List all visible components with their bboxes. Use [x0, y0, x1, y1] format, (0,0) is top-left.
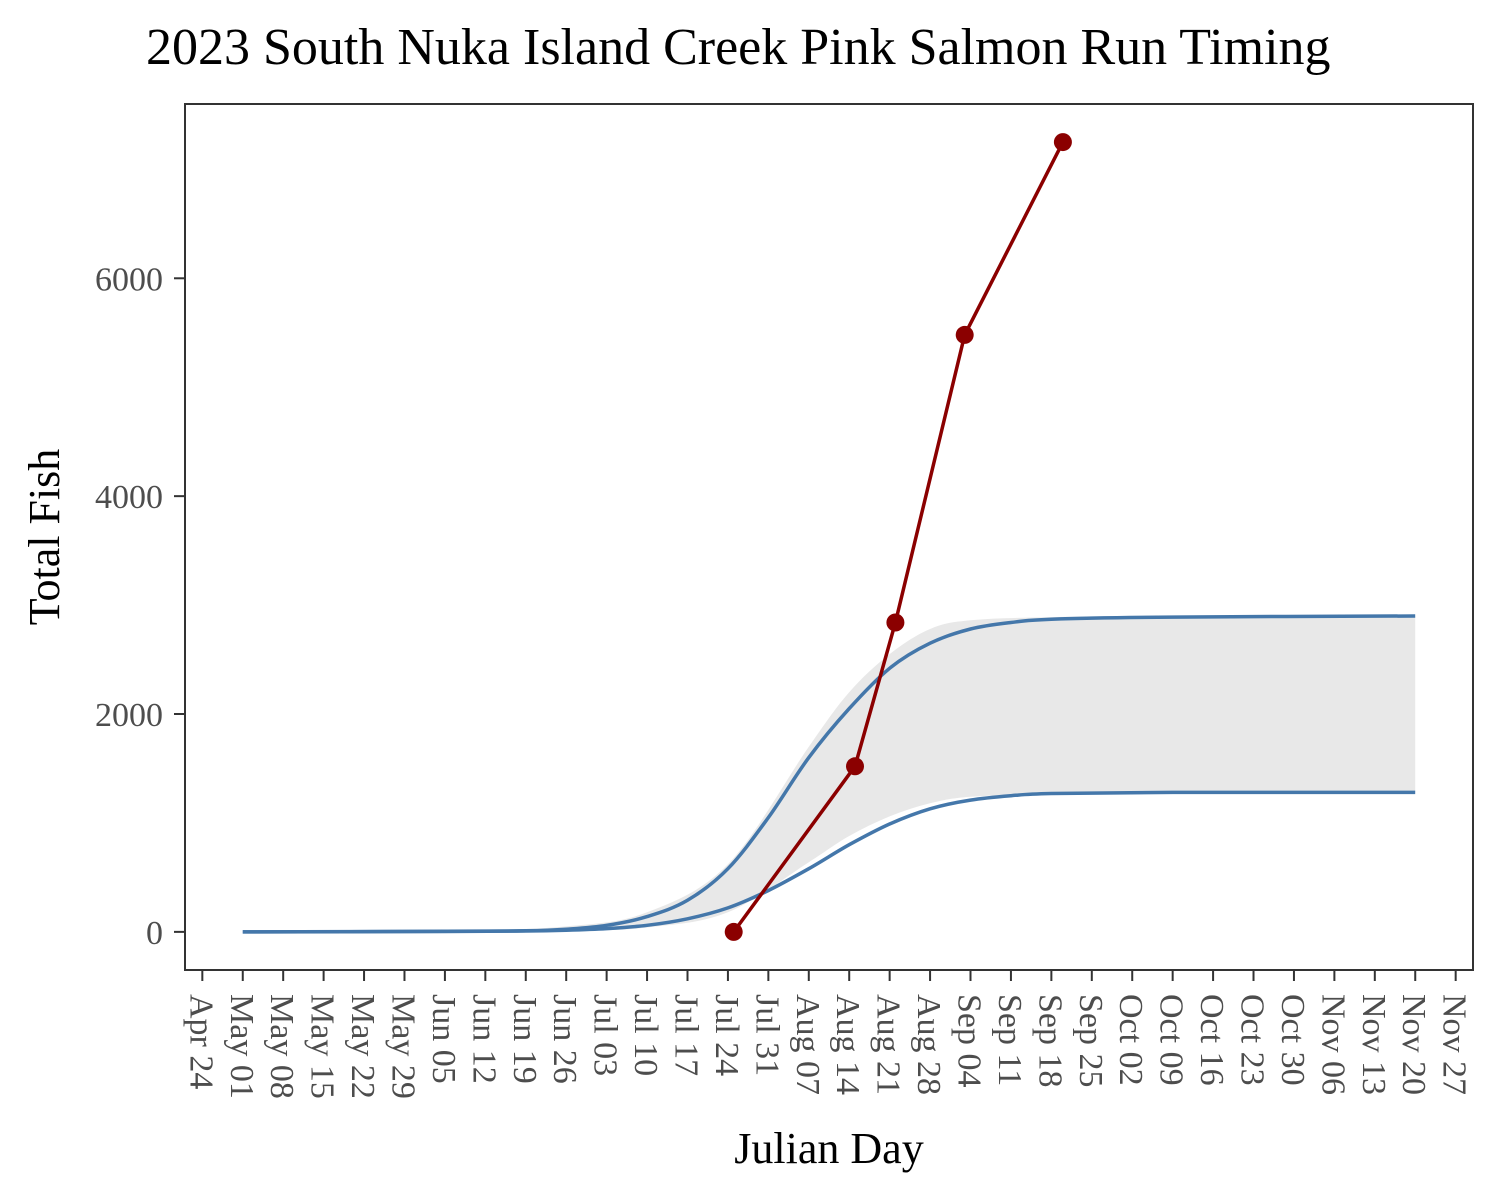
x-tick-label-3: May 08 — [263, 994, 300, 1099]
y-tick-label-4000: 4000 — [95, 479, 163, 516]
x-tick-label-10: Jun 26 — [546, 994, 583, 1084]
x-tick-label-21: Sep 11 — [991, 994, 1028, 1086]
x-tick-label-23: Sep 25 — [1072, 994, 1109, 1088]
x-tick-label-16: Aug 07 — [789, 994, 826, 1095]
x-tick-label-24: Oct 02 — [1112, 994, 1149, 1086]
y-tick-label-6000: 6000 — [95, 261, 163, 298]
y-tick-label-2000: 2000 — [95, 697, 163, 734]
x-tick-label-8: Jun 12 — [465, 994, 502, 1084]
x-tick-label-28: Oct 30 — [1274, 994, 1311, 1086]
x-tick-label-6: May 29 — [385, 994, 422, 1099]
x-tick-label-26: Oct 16 — [1193, 994, 1230, 1086]
observed-point-1 — [724, 922, 743, 941]
observed-point-3 — [886, 613, 905, 632]
x-tick-label-25: Oct 09 — [1153, 994, 1190, 1086]
x-tick-label-17: Aug 14 — [829, 994, 866, 1095]
observed-point-2 — [846, 757, 864, 776]
x-tick-label-9: Jun 19 — [506, 994, 543, 1084]
y-tick-label-0: 0 — [146, 915, 163, 952]
confidence-band — [242, 615, 1416, 932]
x-tick-label-20: Sep 04 — [951, 994, 988, 1088]
x-tick-label-2: May 01 — [223, 994, 260, 1099]
x-tick-label-12: Jul 10 — [627, 994, 664, 1076]
x-tick-label-13: Jul 17 — [668, 994, 705, 1076]
x-tick-label-19: Aug 28 — [910, 994, 947, 1095]
x-tick-label-32: Nov 27 — [1436, 994, 1473, 1095]
x-tick-label-29: Nov 06 — [1314, 994, 1351, 1095]
x-tick-label-27: Oct 23 — [1234, 994, 1271, 1086]
x-tick-label-22: Sep 18 — [1031, 994, 1068, 1088]
x-tick-label-5: May 22 — [344, 994, 381, 1099]
curve-lower-line — [242, 790, 1416, 934]
chart-title: 2023 South Nuka Island Creek Pink Salmon… — [146, 19, 1331, 76]
x-tick-label-15: Jul 31 — [748, 994, 785, 1076]
x-tick-label-7: Jun 05 — [425, 994, 462, 1084]
observed-point-5 — [1053, 133, 1072, 152]
y-axis-title: Total Fish — [20, 449, 69, 626]
x-tick-label-18: Aug 21 — [870, 994, 907, 1095]
x-tick-label-30: Nov 13 — [1355, 994, 1392, 1095]
observed-point-4 — [955, 325, 974, 344]
x-tick-label-1: Apr 24 — [182, 994, 219, 1089]
x-axis-title: Julian Day — [734, 1124, 923, 1173]
x-tick-label-14: Jul 24 — [708, 994, 745, 1076]
x-tick-label-11: Jul 03 — [587, 994, 624, 1076]
x-tick-label-31: Nov 20 — [1395, 994, 1432, 1095]
x-tick-label-4: May 15 — [304, 994, 341, 1099]
